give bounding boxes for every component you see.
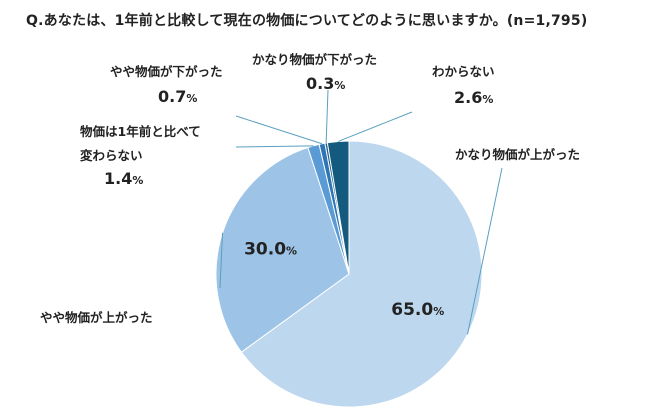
leader-line-1 [219,232,224,289]
leader-line-2 [235,145,314,148]
leader-line-3 [235,115,323,145]
slice-value-label-4: 0.3% [306,74,345,93]
slice-value-label-0: 65.0% [391,300,444,320]
slice-value-label-3: 0.7% [158,87,197,106]
slice-name-label-0: かなり物価が上がった [455,147,580,162]
slice-name-label-2-0: 物価は1年前と比べて [80,124,201,139]
chart-title: Q.あなたは、1年前と比較して現在の物価についてどのように思いますか。(n=1,… [26,13,588,29]
pie-slice-5 [326,140,350,275]
slice-name-label-5-0: わからない [432,64,495,79]
leader-line-5 [337,111,413,142]
slice-value-label-2: 1.4% [104,169,143,188]
slice-name-label-1: やや物価が上がった [40,310,153,325]
slice-name-label-3-0: やや物価が下がった [110,64,223,79]
leader-line-4 [325,89,329,143]
slice-name-label-2-1: 変わらない [80,148,143,163]
slice-name-label-4-0: かなり物価が下がった [252,52,377,67]
slice-value-label-1: 30.0% [244,240,297,260]
leader-line-0 [467,167,503,335]
slice-value-label-5: 2.6% [454,88,493,107]
